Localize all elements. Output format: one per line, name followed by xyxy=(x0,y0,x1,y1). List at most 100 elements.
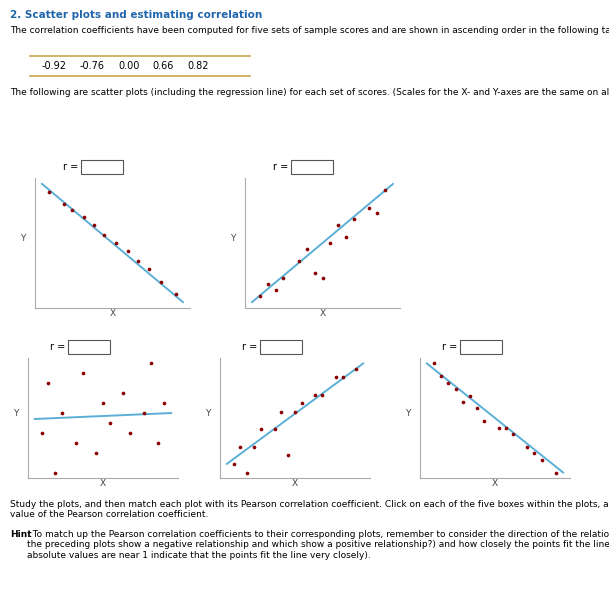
Text: : To match up the Pearson correlation coefficients to their corresponding plots,: : To match up the Pearson correlation co… xyxy=(27,530,609,560)
Point xyxy=(310,268,320,278)
Point xyxy=(249,442,259,451)
Point xyxy=(451,384,460,394)
Bar xyxy=(68,340,110,354)
Point xyxy=(67,205,77,215)
Point xyxy=(78,368,88,378)
Point xyxy=(429,359,439,368)
Point xyxy=(290,407,300,417)
Bar xyxy=(260,340,302,354)
X-axis label: X: X xyxy=(320,310,326,318)
Text: 0.82: 0.82 xyxy=(187,61,208,71)
Point xyxy=(123,246,133,256)
Bar xyxy=(81,160,123,174)
Point xyxy=(270,285,280,295)
Text: -0.92: -0.92 xyxy=(42,61,67,71)
Point xyxy=(465,391,475,401)
Point xyxy=(153,438,163,448)
Point xyxy=(494,423,504,433)
Point xyxy=(60,199,69,209)
Y-axis label: Y: Y xyxy=(230,234,235,243)
Point xyxy=(349,215,359,224)
Bar xyxy=(291,160,333,174)
Point xyxy=(278,273,288,283)
Point xyxy=(523,442,532,451)
Point xyxy=(263,279,273,289)
Point xyxy=(89,220,99,230)
Point xyxy=(44,187,54,196)
Point xyxy=(37,428,46,438)
Point xyxy=(365,202,375,212)
Point xyxy=(537,455,546,465)
Text: -0.76: -0.76 xyxy=(80,61,105,71)
Text: Study the plots, and then match each plot with its Pearson correlation coefficie: Study the plots, and then match each plo… xyxy=(10,500,609,519)
Point xyxy=(256,424,266,434)
Point xyxy=(91,448,101,458)
Point xyxy=(331,373,341,382)
Point xyxy=(255,291,265,301)
Point xyxy=(302,244,312,254)
Point xyxy=(144,264,153,273)
Text: r =: r = xyxy=(50,342,68,352)
X-axis label: X: X xyxy=(110,310,116,318)
Point xyxy=(133,256,143,266)
Point xyxy=(530,448,540,458)
Point xyxy=(311,390,320,399)
Point xyxy=(236,442,245,451)
Point xyxy=(229,459,239,468)
Point xyxy=(44,378,54,388)
Point xyxy=(242,468,252,478)
Point xyxy=(71,438,80,448)
Point xyxy=(508,429,518,439)
Bar xyxy=(460,340,502,354)
Text: r =: r = xyxy=(273,162,291,172)
Point xyxy=(472,404,482,413)
Point xyxy=(333,221,343,230)
Point xyxy=(156,277,166,287)
Point xyxy=(317,390,327,399)
Point xyxy=(380,185,390,195)
Point xyxy=(171,290,180,299)
Point xyxy=(125,428,135,438)
Point xyxy=(99,230,109,240)
Point xyxy=(57,408,67,418)
X-axis label: X: X xyxy=(492,479,498,488)
Point xyxy=(436,371,446,381)
Point xyxy=(318,273,328,283)
Y-axis label: Y: Y xyxy=(406,409,410,418)
Point xyxy=(297,398,307,408)
Text: 0.66: 0.66 xyxy=(152,61,174,71)
Text: The following are scatter plots (including the regression line) for each set of : The following are scatter plots (includi… xyxy=(10,88,609,97)
Point xyxy=(51,468,60,478)
Point xyxy=(98,398,108,408)
X-axis label: X: X xyxy=(100,479,106,488)
Text: 2. Scatter plots and estimating correlation: 2. Scatter plots and estimating correlat… xyxy=(10,10,262,20)
Text: r =: r = xyxy=(63,162,82,172)
Text: r =: r = xyxy=(242,342,261,352)
Text: The correlation coefficients have been computed for five sets of sample scores a: The correlation coefficients have been c… xyxy=(10,26,609,35)
Point xyxy=(276,407,286,417)
Point xyxy=(338,373,348,382)
Point xyxy=(270,424,280,434)
Point xyxy=(351,364,361,373)
Y-axis label: Y: Y xyxy=(20,234,26,243)
Point xyxy=(283,450,293,460)
Point xyxy=(373,208,382,218)
Point xyxy=(443,378,453,388)
Point xyxy=(160,398,169,408)
Point xyxy=(294,256,304,265)
Point xyxy=(146,359,155,368)
Point xyxy=(139,408,149,418)
X-axis label: X: X xyxy=(292,479,298,488)
Point xyxy=(79,213,88,222)
Point xyxy=(479,416,489,426)
Point xyxy=(119,388,128,398)
Point xyxy=(458,397,468,407)
Point xyxy=(111,238,121,248)
Point xyxy=(501,423,510,433)
Y-axis label: Y: Y xyxy=(205,409,211,418)
Point xyxy=(551,468,561,478)
Y-axis label: Y: Y xyxy=(13,409,19,418)
Point xyxy=(325,238,335,248)
Text: r =: r = xyxy=(442,342,460,352)
Text: 0.00: 0.00 xyxy=(118,61,139,71)
